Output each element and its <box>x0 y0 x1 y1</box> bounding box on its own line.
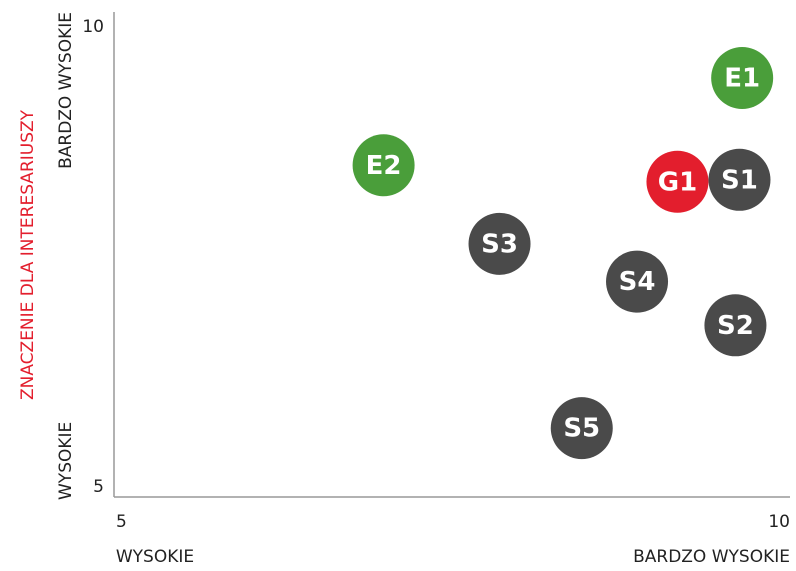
y-axis-low-label: WYSOKIE <box>56 422 76 500</box>
bubble-label: E2 <box>366 151 402 181</box>
bubble <box>646 150 709 213</box>
x-axis-low-label: WYSOKIE <box>116 547 194 567</box>
bubble <box>550 397 613 460</box>
x-axis-high-label: BARDZO WYSOKIE <box>633 547 790 567</box>
bubble <box>352 134 415 197</box>
bubble <box>468 212 531 275</box>
bubble-label: S4 <box>619 267 656 297</box>
bubble <box>708 148 771 211</box>
y-tick-label: 5 <box>93 477 104 497</box>
y-axis-high-label: BARDZO WYSOKIE <box>56 12 76 169</box>
bubble-label: S5 <box>563 414 600 444</box>
bubble <box>711 46 774 109</box>
bubble <box>704 294 767 357</box>
y-tick-label: 10 <box>82 17 104 37</box>
bubble-label: G1 <box>658 167 697 197</box>
bubble <box>606 250 669 313</box>
y-axis-title: ZNACZENIE DLA INTERESARIUSZY <box>18 109 38 400</box>
bubble-label: S2 <box>717 311 754 341</box>
bubble-label: E1 <box>724 63 760 93</box>
x-tick-label: 5 <box>116 512 127 532</box>
bubble-label: S1 <box>721 165 758 195</box>
x-tick-label: 10 <box>768 512 790 532</box>
bubble-label: S3 <box>481 229 518 259</box>
